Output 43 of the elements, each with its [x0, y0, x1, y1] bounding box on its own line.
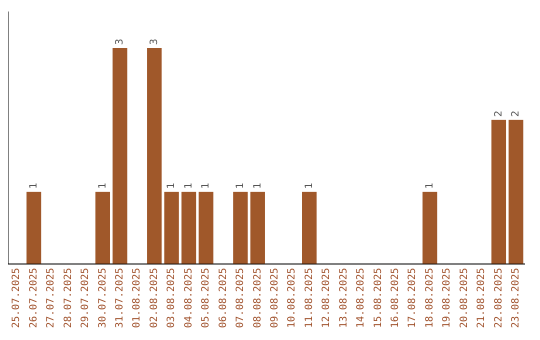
data-label: 1	[235, 182, 246, 189]
data-label: 2	[510, 110, 522, 117]
x-tick-label: 16.08.2025	[390, 268, 401, 328]
x-tick-label: 18.08.2025	[424, 268, 436, 328]
data-label: 1	[252, 182, 264, 189]
x-tick-label: 17.08.2025	[407, 268, 418, 328]
x-tick-label: 23.08.2025	[510, 268, 522, 328]
x-tick-label: 12.08.2025	[321, 268, 332, 328]
x-tick-label: 06.08.2025	[218, 268, 229, 328]
x-tick-label: 11.08.2025	[304, 268, 315, 328]
x-tick-label: 19.08.2025	[442, 268, 453, 328]
x-tick-label: 22.08.2025	[493, 268, 504, 328]
data-label: 1	[183, 182, 194, 189]
x-tick-label: 10.08.2025	[286, 268, 298, 328]
x-tick-label: 26.07.2025	[28, 268, 40, 328]
x-tick-label: 05.08.2025	[200, 268, 212, 328]
x-tick-label: 29.07.2025	[80, 268, 92, 328]
data-label: 1	[200, 182, 212, 189]
x-tick-label: 25.07.2025	[11, 268, 22, 328]
data-label: 3	[148, 38, 160, 45]
x-tick-label: 01.08.2025	[132, 268, 143, 328]
data-label: 3	[114, 38, 126, 45]
data-label: 1	[166, 182, 178, 189]
x-tick-label: 31.07.2025	[114, 268, 126, 328]
x-tick-label: 07.08.2025	[235, 268, 246, 328]
x-tick-label: 02.08.2025	[148, 268, 160, 328]
x-tick-label: 04.08.2025	[183, 268, 194, 328]
data-label: 1	[28, 182, 40, 189]
x-tick-label: 21.08.2025	[476, 268, 488, 328]
data-label: 1	[97, 182, 108, 189]
x-tick-label: 15.08.2025	[372, 268, 384, 328]
x-tick-label: 27.07.2025	[46, 268, 57, 328]
x-tick-label: 13.08.2025	[338, 268, 350, 328]
x-tick-label: 09.08.2025	[269, 268, 280, 328]
data-label: 1	[424, 182, 436, 189]
x-tick-label: 08.08.2025	[252, 268, 264, 328]
x-tick-label: 20.08.2025	[458, 268, 470, 328]
x-tick-label: 28.07.2025	[62, 268, 74, 328]
x-tick-label: 03.08.2025	[166, 268, 178, 328]
x-tick-label: 14.08.2025	[356, 268, 367, 328]
data-label: 2	[493, 110, 504, 117]
x-tick-label: 30.07.2025	[97, 268, 108, 328]
data-label: 1	[304, 182, 315, 189]
